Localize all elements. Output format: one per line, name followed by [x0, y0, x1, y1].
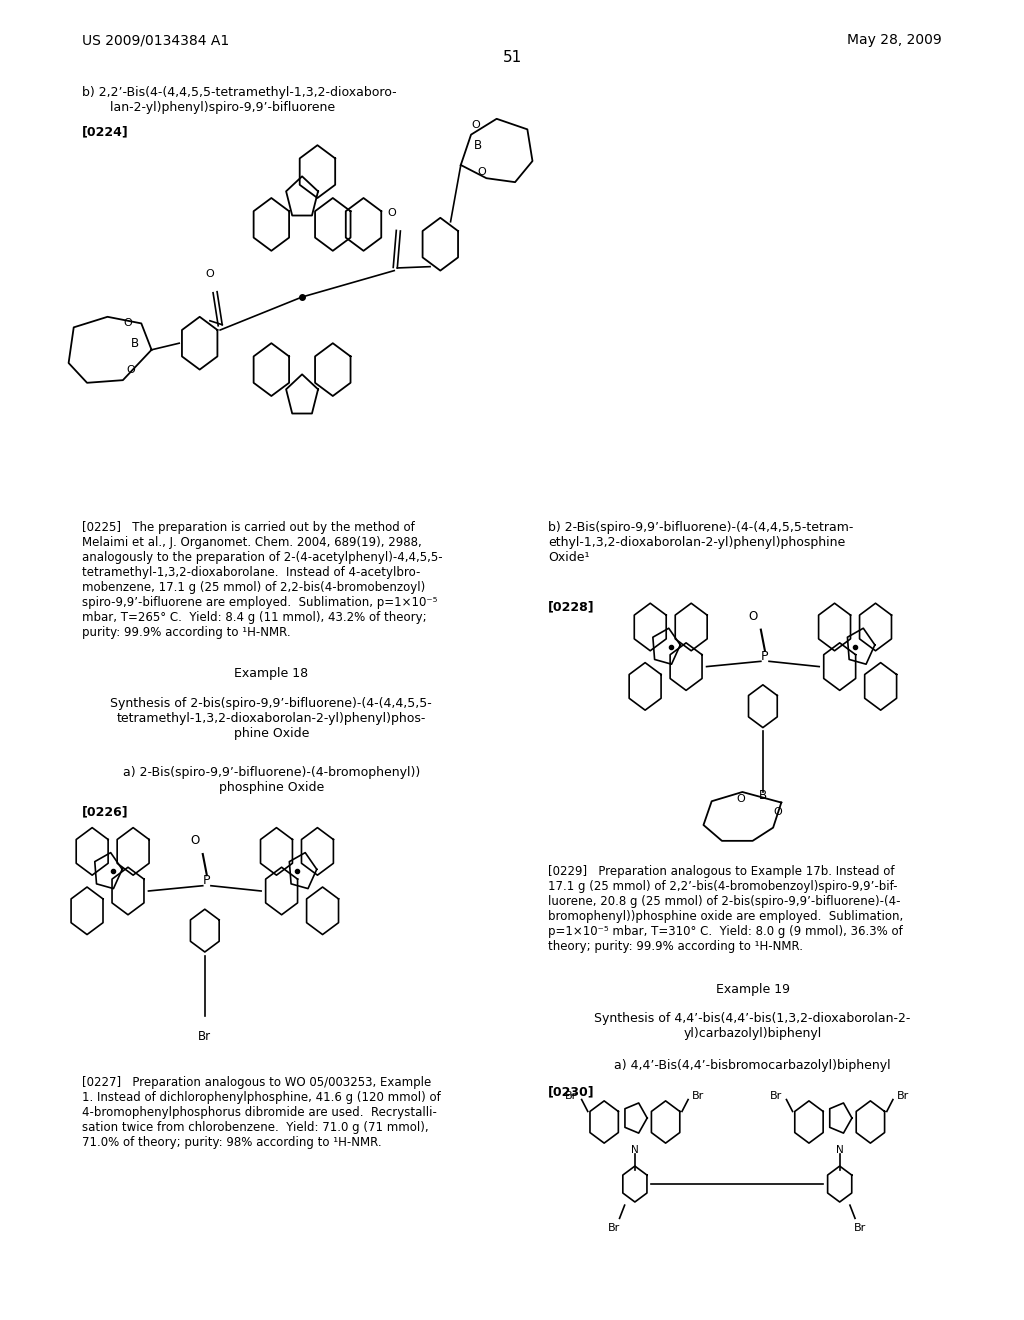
Text: O: O [388, 207, 396, 218]
Text: Example 19: Example 19 [716, 983, 790, 997]
Text: B: B [759, 789, 767, 803]
Text: O: O [748, 610, 758, 623]
Text: B: B [474, 139, 482, 152]
Text: Br: Br [199, 1030, 211, 1043]
Text: Br: Br [897, 1090, 909, 1101]
Text: P: P [203, 874, 211, 887]
Text: O: O [206, 268, 214, 279]
Text: [0225]   The preparation is carried out by the method of
Melaimi et al., J. Orga: [0225] The preparation is carried out by… [82, 521, 442, 639]
Text: [0224]: [0224] [82, 125, 129, 139]
Text: [0229]   Preparation analogous to Example 17b. Instead of
17.1 g (25 mmol) of 2,: [0229] Preparation analogous to Example … [548, 865, 903, 953]
Text: P: P [761, 649, 769, 663]
Text: Br: Br [608, 1222, 621, 1233]
Text: b) 2-Bis(spiro-9,9’-bifluorene)-(4-(4,4,5,5-tetram-
ethyl-1,3,2-dioxaborolan-2-y: b) 2-Bis(spiro-9,9’-bifluorene)-(4-(4,4,… [548, 521, 853, 565]
Text: [0228]: [0228] [548, 601, 595, 614]
Text: Example 18: Example 18 [234, 667, 308, 680]
Text: Br: Br [565, 1090, 578, 1101]
Text: B: B [131, 337, 139, 350]
Text: O: O [124, 318, 132, 329]
Text: O: O [477, 166, 485, 177]
Text: b) 2,2’-Bis(4-(4,4,5,5-tetramethyl-1,3,2-dioxaboro-
       lan-2-yl)phenyl)spiro: b) 2,2’-Bis(4-(4,4,5,5-tetramethyl-1,3,2… [82, 86, 396, 114]
Text: N: N [631, 1144, 639, 1155]
Text: Synthesis of 2-bis(spiro-9,9’-bifluorene)-(4-(4,4,5,5-
tetramethyl-1,3,2-dioxabo: Synthesis of 2-bis(spiro-9,9’-bifluorene… [111, 697, 432, 741]
Text: May 28, 2009: May 28, 2009 [847, 33, 942, 48]
Text: Br: Br [770, 1090, 782, 1101]
Text: a) 4,4’-Bis(4,4’-bisbromocarbazolyl)biphenyl: a) 4,4’-Bis(4,4’-bisbromocarbazolyl)biph… [614, 1059, 891, 1072]
Text: [0230]: [0230] [548, 1085, 595, 1098]
Text: N: N [836, 1144, 844, 1155]
Text: Br: Br [692, 1090, 705, 1101]
Text: a) 2-Bis(spiro-9,9’-bifluorene)-(4-bromophenyl))
phosphine Oxide: a) 2-Bis(spiro-9,9’-bifluorene)-(4-bromo… [123, 766, 420, 793]
Text: Synthesis of 4,4’-bis(4,4’-bis(1,3,2-dioxaborolan-2-
yl)carbazolyl)biphenyl: Synthesis of 4,4’-bis(4,4’-bis(1,3,2-dio… [595, 1012, 910, 1040]
Text: [0226]: [0226] [82, 805, 129, 818]
Text: O: O [472, 120, 480, 131]
Text: 51: 51 [503, 50, 521, 65]
Text: [0227]   Preparation analogous to WO 05/003253, Example
1. Instead of dichloroph: [0227] Preparation analogous to WO 05/00… [82, 1076, 440, 1148]
Text: O: O [127, 364, 135, 375]
Text: Br: Br [854, 1222, 866, 1233]
Text: US 2009/0134384 A1: US 2009/0134384 A1 [82, 33, 229, 48]
Text: O: O [774, 807, 782, 817]
Text: O: O [189, 834, 200, 847]
Text: O: O [736, 793, 744, 804]
